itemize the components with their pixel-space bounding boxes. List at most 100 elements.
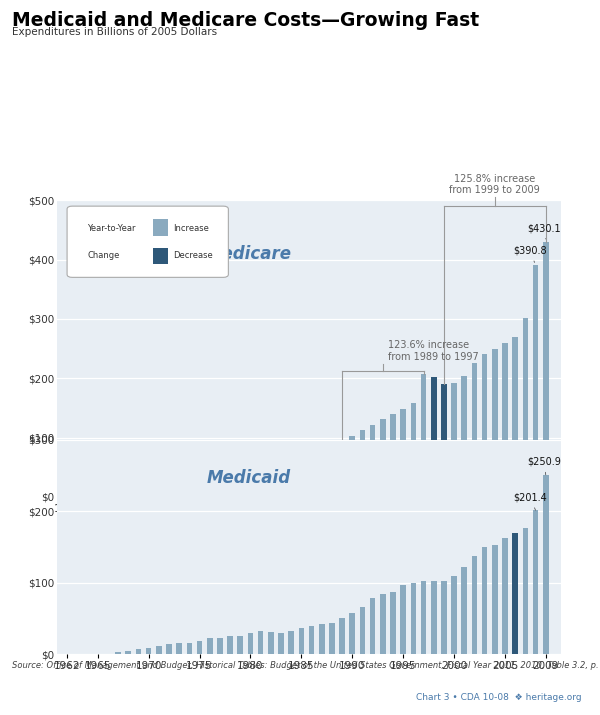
Text: 125.8% increase
from 1999 to 2009: 125.8% increase from 1999 to 2009 (449, 174, 540, 195)
Text: Decrease: Decrease (173, 250, 212, 260)
Bar (146, 488, 151, 497)
Text: $250.9: $250.9 (527, 457, 561, 475)
Text: Medicare: Medicare (206, 245, 292, 262)
Bar (125, 492, 131, 497)
Bar (166, 485, 172, 497)
Bar (309, 626, 314, 654)
Bar (146, 648, 151, 654)
Bar (359, 607, 365, 654)
Bar (410, 583, 416, 654)
Bar (543, 242, 548, 497)
Bar (523, 528, 528, 654)
Bar (380, 419, 386, 497)
Bar (441, 581, 447, 654)
Bar (502, 538, 508, 654)
Bar (217, 475, 223, 497)
Bar (268, 632, 274, 654)
Bar (339, 618, 345, 654)
Bar (153, 220, 168, 236)
Text: Source: Office of Management and Budget, Historical Tables: Budget of the United: Source: Office of Management and Budget,… (12, 661, 600, 670)
Bar (238, 636, 243, 654)
Bar (248, 633, 253, 654)
Bar (533, 265, 538, 497)
Bar (461, 567, 467, 654)
Bar (187, 643, 192, 654)
Text: Medicaid: Medicaid (206, 469, 290, 488)
Bar (472, 363, 477, 497)
Bar (105, 496, 111, 497)
Text: Medicaid and Medicare Costs—Growing Fast: Medicaid and Medicare Costs—Growing Fast (12, 11, 479, 30)
Bar (299, 628, 304, 654)
Bar (156, 646, 161, 654)
Bar (207, 638, 212, 654)
Text: $390.8: $390.8 (513, 246, 547, 262)
Bar (461, 377, 467, 497)
Bar (441, 383, 447, 497)
Bar (217, 638, 223, 654)
Bar (512, 533, 518, 654)
Bar (136, 649, 141, 654)
Bar (349, 613, 355, 654)
Bar (125, 651, 131, 654)
Text: Chart 3 • CDA 10-08  ❖ heritage.org: Chart 3 • CDA 10-08 ❖ heritage.org (416, 693, 582, 702)
Bar (207, 478, 212, 497)
Bar (227, 474, 233, 497)
Bar (153, 247, 168, 264)
Text: 123.6% increase
from 1989 to 1997: 123.6% increase from 1989 to 1997 (388, 340, 479, 362)
Bar (156, 488, 161, 497)
Text: Change: Change (87, 250, 119, 260)
Bar (390, 415, 396, 497)
Text: Increase: Increase (173, 224, 209, 233)
Bar (400, 585, 406, 654)
Bar (329, 445, 335, 497)
Bar (115, 652, 121, 654)
Bar (319, 449, 325, 497)
Bar (492, 349, 497, 497)
Bar (482, 355, 487, 497)
Bar (227, 636, 233, 654)
Bar (512, 337, 518, 497)
Bar (278, 633, 284, 654)
Bar (197, 479, 202, 497)
Bar (258, 465, 263, 497)
Bar (421, 374, 427, 497)
Text: Year-to-Year: Year-to-Year (87, 224, 136, 233)
Bar (339, 442, 345, 497)
Bar (492, 545, 497, 654)
Bar (451, 576, 457, 654)
Bar (319, 624, 325, 654)
Bar (197, 641, 202, 654)
Bar (349, 436, 355, 497)
Bar (543, 475, 548, 654)
Bar (533, 511, 538, 654)
Bar (370, 425, 376, 497)
FancyBboxPatch shape (67, 206, 229, 277)
Bar (421, 581, 427, 654)
Bar (359, 430, 365, 497)
Bar (400, 409, 406, 497)
Bar (176, 643, 182, 654)
Bar (523, 317, 528, 497)
Bar (176, 484, 182, 497)
Text: $201.4: $201.4 (513, 493, 547, 511)
Bar (289, 457, 294, 497)
Bar (380, 594, 386, 654)
Bar (278, 459, 284, 497)
Bar (258, 631, 263, 654)
Bar (410, 403, 416, 497)
Bar (299, 453, 304, 497)
Bar (238, 471, 243, 497)
Text: Expenditures in Billions of 2005 Dollars: Expenditures in Billions of 2005 Dollars (12, 27, 217, 37)
Bar (136, 490, 141, 497)
Bar (502, 343, 508, 497)
Bar (289, 631, 294, 654)
Bar (370, 598, 376, 654)
Bar (115, 493, 121, 497)
Bar (309, 452, 314, 497)
Bar (329, 623, 335, 654)
Bar (451, 383, 457, 497)
Bar (390, 592, 396, 654)
Bar (248, 469, 253, 497)
Bar (268, 461, 274, 497)
Bar (166, 644, 172, 654)
